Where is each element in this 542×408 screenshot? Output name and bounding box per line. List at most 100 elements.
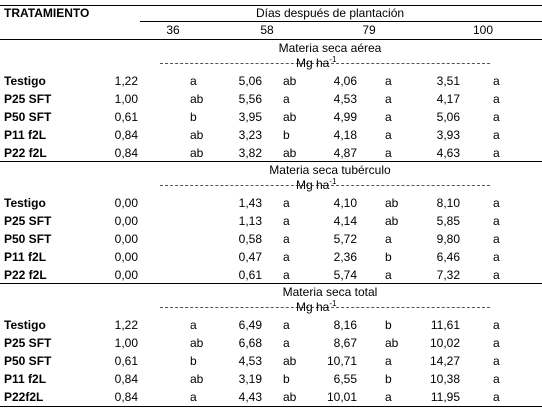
treatment-name: P11 f2L [4,372,47,386]
treatment-header: TRATAMIENTO [4,6,90,20]
data-value: 4,63 [436,146,460,160]
unit-base: Mg ha [296,300,330,314]
data-value: 5,74 [333,268,357,282]
data-value: 2,36 [333,250,357,264]
significance-letter: b [283,128,290,142]
treatment-name: P25 SFT [4,336,52,350]
section-dashed-rule [160,307,490,308]
header-bottom-rule [0,39,542,40]
significance-letter: a [493,146,500,160]
significance-letter: a [283,232,290,246]
significance-letter: a [493,390,500,404]
significance-letter: a [385,110,392,124]
significance-letter: a [493,110,500,124]
treatment-name: P25 SFT [4,214,52,228]
significance-letter: a [283,214,290,228]
table-bottom-rule [0,406,542,407]
section-title: Materia seca aérea [278,41,382,55]
significance-letter: a [385,268,392,282]
significance-letter: ab [190,146,204,160]
treatment-name: Testigo [4,318,46,332]
treatment-name: Testigo [4,196,46,210]
significance-letter: a [385,232,392,246]
significance-letter: ab [283,110,297,124]
significance-letter: ab [190,92,204,106]
significance-letter: ab [385,336,399,350]
treatment-name: P22 f2L [4,268,47,282]
significance-letter: a [190,74,197,88]
data-value: 0,00 [114,196,138,210]
treatment-name: P11 f2L [4,128,47,142]
significance-letter: a [283,250,290,264]
unit-label: Mg ha-1 [296,178,336,193]
data-value: 10,71 [326,354,357,368]
data-value: 3,19 [238,372,262,386]
significance-letter: ab [190,128,204,142]
day-58-header: 58 [260,23,274,37]
unit-base: Mg ha [296,178,330,192]
section-dashed-rule [160,185,490,186]
data-value: 0,84 [114,372,138,386]
significance-letter: b [385,318,392,332]
treatment-name: P25 SFT [4,92,52,106]
data-value: 4,99 [333,110,357,124]
data-value: 0,47 [238,250,262,264]
significance-letter: ab [385,214,399,228]
significance-letter: a [385,390,392,404]
data-value: 11,61 [430,318,460,332]
data-value: 0,61 [114,354,138,368]
data-value: 6,68 [238,336,262,350]
table-top-rule [0,5,542,6]
data-value: 1,43 [238,196,262,210]
data-value: 0,00 [114,268,138,282]
data-value: 4,53 [333,92,357,106]
data-value: 5,85 [436,214,460,228]
significance-letter: ab [385,196,399,210]
unit-label: Mg ha-1 [296,300,336,315]
treatment-name: P22f2L [4,390,44,404]
significance-letter: b [385,250,392,264]
data-value: 0,84 [114,128,138,142]
significance-letter: a [493,336,500,350]
data-value: 0,00 [114,214,138,228]
data-value: 9,80 [436,232,460,246]
data-value: 1,00 [114,336,138,350]
data-value: 5,56 [238,92,262,106]
significance-letter: a [493,318,500,332]
data-value: 6,49 [238,318,262,332]
data-value: 6,55 [333,372,357,386]
significance-letter: a [493,354,500,368]
day-79-header: 79 [362,23,376,37]
treatment-name: P11 f2L [4,250,47,264]
treatment-name: P22 f2L [4,146,47,160]
significance-letter: b [190,354,197,368]
data-value: 4,10 [333,196,357,210]
significance-letter: a [283,336,290,350]
data-value: 10,38 [429,372,460,386]
data-value: 3,95 [238,110,262,124]
data-value: 4,43 [238,390,262,404]
data-value: 6,46 [436,250,460,264]
significance-letter: a [190,390,197,404]
data-value: 3,82 [238,146,262,160]
data-value: 3,23 [238,128,262,142]
treatment-name: Testigo [4,74,46,88]
significance-letter: ab [283,74,297,88]
data-value: 0,84 [114,390,138,404]
significance-letter: a [493,250,500,264]
data-value: 1,22 [114,74,138,88]
data-value: 0,61 [114,110,138,124]
day-36-header: 36 [166,23,180,37]
unit-base: Mg ha [296,56,330,70]
data-value: 3,93 [436,128,460,142]
significance-letter: b [385,372,392,386]
data-value: 3,51 [436,74,460,88]
data-value: 0,00 [114,232,138,246]
section-bottom-rule [0,283,542,284]
data-value: 4,53 [238,354,262,368]
section-bottom-rule [0,161,542,162]
data-value: 10,01 [326,390,357,404]
unit-exponent: -1 [329,55,337,64]
significance-letter: ab [283,146,297,160]
data-value: 11,95 [430,390,460,404]
